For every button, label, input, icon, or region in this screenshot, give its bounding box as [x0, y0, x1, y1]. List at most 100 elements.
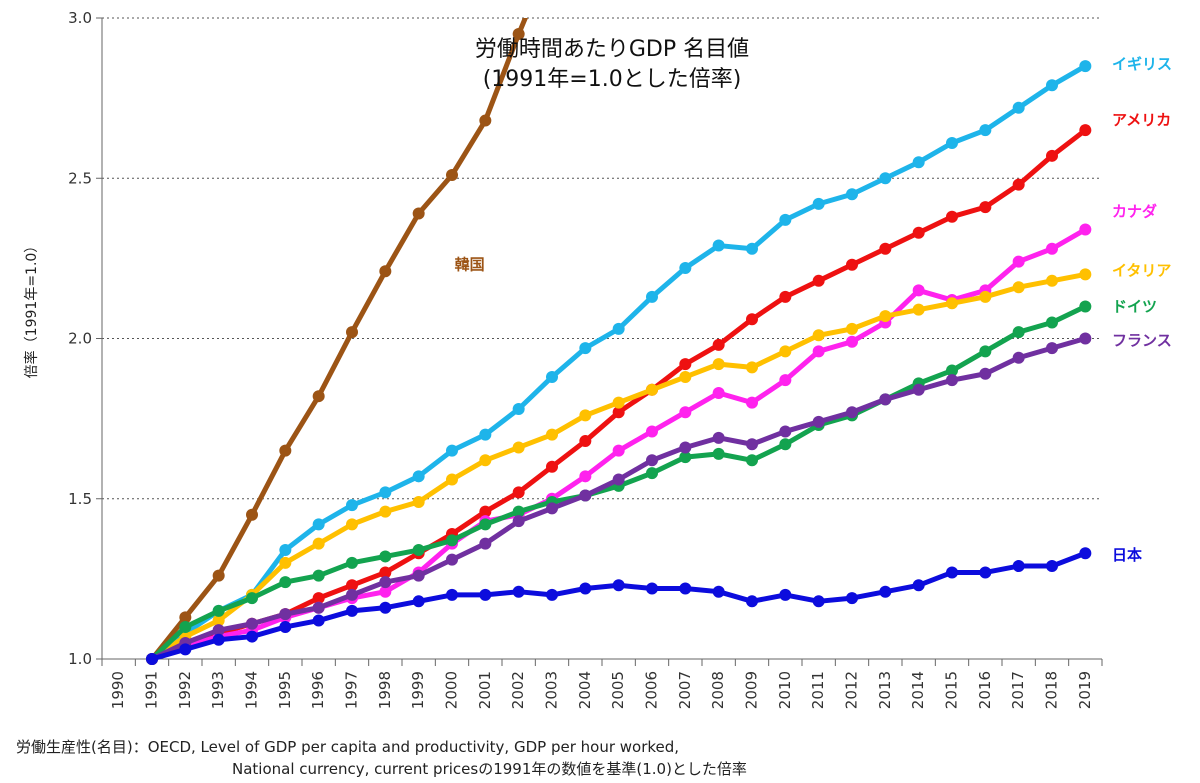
data-point — [512, 505, 525, 518]
x-tick-label: 2010 — [776, 671, 794, 709]
y-tick-label: 2.5 — [68, 169, 92, 187]
data-point — [1012, 351, 1025, 364]
data-point — [779, 425, 792, 438]
data-point — [279, 576, 292, 589]
data-point — [812, 345, 825, 358]
data-point — [979, 290, 992, 303]
data-point — [812, 197, 825, 210]
data-point — [279, 556, 292, 569]
data-point — [446, 473, 458, 486]
data-point — [1012, 560, 1025, 573]
data-point — [512, 515, 525, 528]
data-point — [579, 435, 592, 448]
data-point — [1046, 342, 1058, 355]
x-tick-label: 2013 — [876, 671, 894, 709]
data-point — [646, 454, 658, 467]
series-label: フランス — [1112, 332, 1172, 350]
data-point — [312, 601, 325, 614]
x-tick-label: 1994 — [243, 671, 261, 709]
x-tick-label: 1991 — [143, 671, 161, 709]
data-point — [746, 361, 758, 374]
series-7 — [146, 547, 1092, 665]
data-point — [646, 383, 658, 396]
x-tick-label: 1999 — [409, 671, 427, 709]
data-point — [512, 486, 525, 499]
source-note-line-1: 労働生産性(名目)：OECD, Level of GDP per capita … — [16, 738, 680, 756]
data-point — [1046, 242, 1058, 255]
data-point — [246, 630, 258, 643]
data-point — [379, 576, 392, 589]
data-point — [379, 550, 392, 563]
data-point — [646, 467, 658, 480]
x-tick-label: 1997 — [343, 671, 361, 709]
data-point — [979, 566, 992, 579]
data-point — [979, 345, 992, 358]
data-point — [479, 518, 492, 531]
x-tick-label: 1992 — [176, 671, 194, 709]
data-point — [1079, 223, 1092, 236]
data-point — [279, 544, 292, 557]
data-point — [346, 518, 358, 531]
data-point — [546, 460, 558, 473]
data-point — [579, 582, 592, 595]
data-point — [846, 258, 858, 271]
x-tick-label: 2018 — [1043, 671, 1061, 709]
data-point — [179, 643, 192, 656]
data-point — [912, 156, 925, 169]
data-point — [446, 534, 458, 547]
data-point — [679, 406, 692, 419]
series-lines — [146, 18, 1092, 665]
series-5 — [146, 300, 1092, 665]
data-point — [479, 537, 492, 550]
series-4 — [146, 268, 1092, 665]
x-tick-label: 2005 — [609, 671, 627, 709]
data-point — [212, 569, 225, 582]
chart-title-line: 労働時間あたりGDP 名目値 — [475, 37, 749, 62]
data-point — [446, 169, 458, 182]
x-tick-label: 2007 — [676, 671, 694, 709]
x-tick-label: 2017 — [1009, 671, 1027, 709]
data-point — [1012, 326, 1025, 339]
data-point — [412, 495, 425, 508]
x-tick-label: 2006 — [643, 671, 661, 709]
y-tick-label: 3.0 — [68, 9, 92, 27]
data-point — [779, 345, 792, 358]
data-point — [779, 588, 792, 601]
data-point — [412, 595, 425, 608]
data-point — [312, 537, 325, 550]
data-point — [346, 326, 358, 339]
data-point — [879, 242, 892, 255]
x-tick-label: 2003 — [543, 671, 561, 709]
y-tick-label: 1.5 — [68, 490, 92, 508]
x-tick-label: 2009 — [743, 671, 761, 709]
data-point — [379, 486, 392, 499]
data-point — [479, 588, 492, 601]
data-point — [979, 201, 992, 214]
data-point — [212, 614, 225, 627]
series-label: カナダ — [1112, 203, 1157, 221]
series-label: イタリア — [1112, 261, 1171, 279]
data-point — [812, 415, 825, 428]
y-axis-title: 倍率（1991年=1.0） — [23, 239, 40, 379]
x-tick-label: 1993 — [209, 671, 227, 709]
data-point — [179, 611, 192, 624]
x-tick-label: 1998 — [376, 671, 394, 709]
data-point — [946, 364, 958, 377]
data-point — [712, 386, 725, 399]
chart-title-line: (1991年=1.0とした倍率) — [483, 67, 742, 92]
data-point — [512, 441, 525, 454]
data-point — [779, 438, 792, 451]
x-tick-label: 2000 — [443, 671, 461, 709]
data-point — [512, 28, 525, 41]
data-point — [746, 396, 758, 409]
data-point — [679, 441, 692, 454]
data-point — [412, 470, 425, 483]
data-point — [946, 136, 958, 149]
data-point — [1079, 60, 1092, 73]
x-tick-label: 2019 — [1076, 671, 1094, 709]
data-point — [412, 569, 425, 582]
data-point — [379, 566, 392, 579]
data-point — [346, 499, 358, 512]
y-tick-label: 1.0 — [68, 650, 92, 668]
